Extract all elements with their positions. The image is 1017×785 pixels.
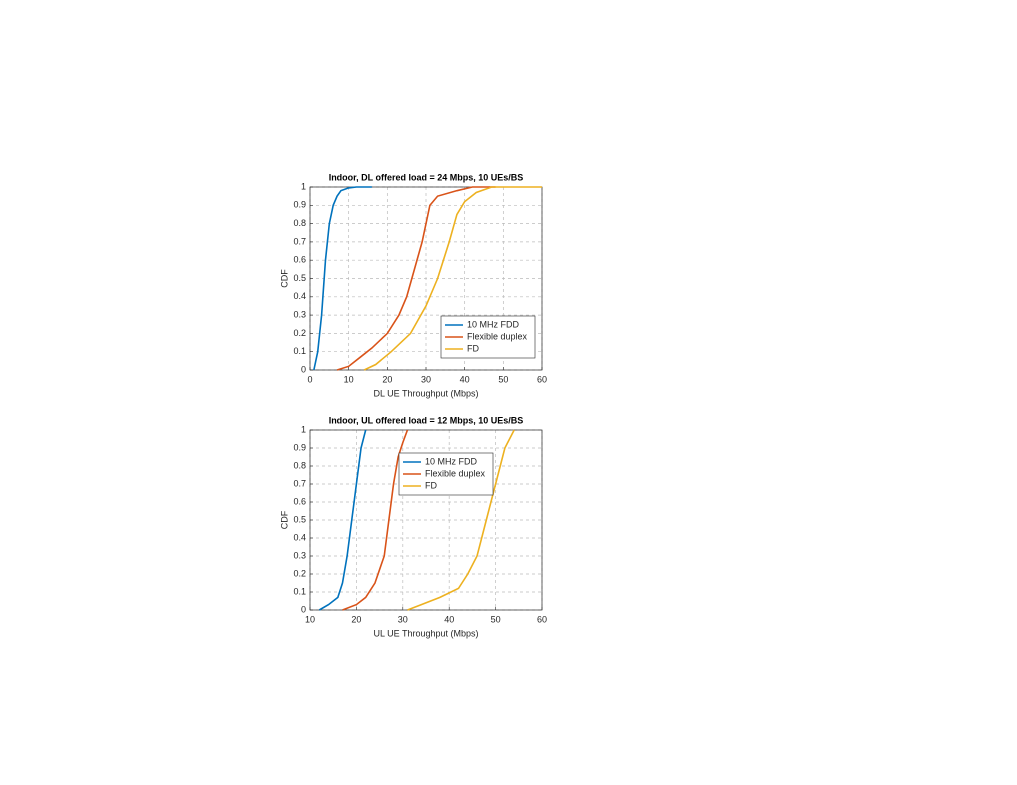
x-tick-label: 0 [307,374,312,384]
x-tick-label: 60 [537,614,547,624]
x-tick-label: 10 [305,614,315,624]
y-tick-label: 0.5 [293,273,306,283]
y-tick-label: 0.8 [293,218,306,228]
legend-label: Flexible duplex [425,468,486,478]
y-tick-label: 1 [301,181,306,191]
y-tick-label: 0.3 [293,550,306,560]
cdf-line [407,429,515,611]
chart-title: Indoor, UL offered load = 12 Mbps, 10 UE… [329,415,524,425]
y-tick-label: 0.6 [293,255,306,265]
y-tick-label: 0.9 [293,200,306,210]
x-tick-label: 30 [398,614,408,624]
y-tick-label: 0.7 [293,236,306,246]
x-tick-label: 20 [351,614,361,624]
x-axis-label: DL UE Throughput (Mbps) [373,388,478,398]
cdf-line [313,186,372,371]
chart-title: Indoor, DL offered load = 24 Mbps, 10 UE… [329,172,524,182]
y-tick-label: 0.2 [293,328,306,338]
plot-frame [309,429,543,611]
y-tick-label: 0.1 [293,346,306,356]
y-axis-label: CDF [279,510,289,529]
y-tick-label: 0.9 [293,442,306,452]
y-tick-label: 1 [301,424,306,434]
x-tick-label: 40 [444,614,454,624]
y-tick-label: 0.3 [293,309,306,319]
y-tick-label: 0 [301,604,306,614]
y-tick-label: 0.7 [293,478,306,488]
x-tick-label: 40 [460,374,470,384]
plot-frame [309,186,543,371]
x-tick-label: 50 [498,374,508,384]
y-axis-label: CDF [279,269,289,288]
y-tick-label: 0.5 [293,514,306,524]
cdf-line [342,429,409,611]
x-tick-label: 60 [537,374,547,384]
y-tick-label: 0 [301,364,306,374]
legend-label: FD [467,343,479,353]
x-axis-label: UL UE Throughput (Mbps) [373,628,478,638]
legend-label: 10 MHz FDD [425,456,478,466]
cdf-line [318,429,367,611]
legend-label: Flexible duplex [467,331,528,341]
y-tick-label: 0.1 [293,586,306,596]
y-tick-label: 0.6 [293,496,306,506]
y-tick-label: 0.2 [293,568,306,578]
x-tick-label: 20 [382,374,392,384]
cdf-line [363,186,542,371]
y-tick-label: 0.4 [293,291,306,301]
x-tick-label: 30 [421,374,431,384]
y-tick-label: 0.8 [293,460,306,470]
y-tick-label: 0.4 [293,532,306,542]
legend-label: FD [425,480,437,490]
cdf-line [336,186,496,371]
x-tick-label: 10 [344,374,354,384]
x-tick-label: 50 [491,614,501,624]
legend-label: 10 MHz FDD [467,319,520,329]
